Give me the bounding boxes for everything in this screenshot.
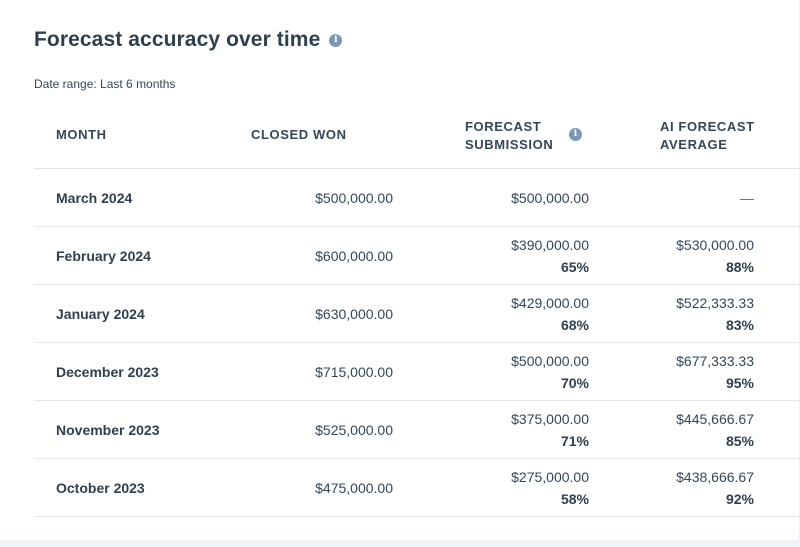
table-row: March 2024 $500,000.00 $500,000.00 — xyxy=(34,169,800,227)
closed-won-cell: $525,000.00 xyxy=(315,421,393,438)
ai-forecast-value: $677,333.33 xyxy=(676,352,754,369)
ai-forecast-cell: $677,333.33 95% xyxy=(676,343,754,400)
table-row: December 2023 $715,000.00 $500,000.00 70… xyxy=(34,343,800,401)
month-cell: March 2024 xyxy=(56,189,133,206)
closed-won-cell: $600,000.00 xyxy=(315,247,393,264)
ai-forecast-empty-value: — xyxy=(740,189,754,206)
closed-won-cell: $715,000.00 xyxy=(315,363,393,380)
closed-won-cell: $475,000.00 xyxy=(315,479,393,496)
month-cell: November 2023 xyxy=(56,421,160,438)
forecast-submission-value: $390,000.00 xyxy=(511,236,589,253)
month-cell: February 2024 xyxy=(56,247,151,264)
forecast-submission-percent: 58% xyxy=(560,490,589,507)
forecast-submission-value: $500,000.00 xyxy=(511,189,589,206)
forecast-submission-percent: 70% xyxy=(560,374,589,391)
forecast-submission-percent: 68% xyxy=(560,316,589,333)
column-header-month[interactable]: MONTH xyxy=(56,127,107,142)
ai-forecast-percent: 83% xyxy=(725,316,754,333)
ai-forecast-value: $530,000.00 xyxy=(676,236,754,253)
forecast-submission-percent: 71% xyxy=(560,432,589,449)
ai-forecast-cell: — xyxy=(740,169,754,226)
card-header: Forecast accuracy over time i xyxy=(34,26,343,54)
ai-forecast-cell: $445,666.67 85% xyxy=(676,401,754,458)
ai-forecast-cell: $438,666.67 92% xyxy=(676,459,754,516)
column-header-ai-forecast-average[interactable]: AI FORECAST AVERAGE xyxy=(660,119,755,152)
ai-forecast-cell: $522,333.33 83% xyxy=(676,285,754,342)
ai-forecast-value: $522,333.33 xyxy=(676,294,754,311)
closed-won-cell: $500,000.00 xyxy=(315,189,393,206)
ai-forecast-percent: 85% xyxy=(725,432,754,449)
date-range-label: Date range: Last 6 months xyxy=(34,77,176,91)
forecast-submission-cell: $500,000.00 70% xyxy=(511,343,589,400)
ai-forecast-value: $438,666.67 xyxy=(676,468,754,485)
ai-forecast-percent: 92% xyxy=(725,490,754,507)
table-row: February 2024 $600,000.00 $390,000.00 65… xyxy=(34,227,800,285)
title-info-icon[interactable]: i xyxy=(329,33,343,47)
forecast-table: MONTH CLOSED WON FORECAST SUBMISSION i A… xyxy=(34,111,800,517)
forecast-submission-value: $429,000.00 xyxy=(511,294,589,311)
forecast-submission-cell: $375,000.00 71% xyxy=(511,401,589,458)
column-header-forecast-submission[interactable]: FORECAST SUBMISSION xyxy=(465,119,554,152)
table-row: October 2023 $475,000.00 $275,000.00 58%… xyxy=(34,459,800,517)
forecast-submission-cell: $275,000.00 58% xyxy=(511,459,589,516)
page-background-strip xyxy=(0,540,800,547)
ai-forecast-value: $445,666.67 xyxy=(676,410,754,427)
ai-forecast-percent: 88% xyxy=(725,258,754,275)
forecast-submission-percent: 65% xyxy=(560,258,589,275)
table-row: November 2023 $525,000.00 $375,000.00 71… xyxy=(34,401,800,459)
table-row: January 2024 $630,000.00 $429,000.00 68%… xyxy=(34,285,800,343)
forecast-submission-value: $375,000.00 xyxy=(511,410,589,427)
ai-forecast-cell: $530,000.00 88% xyxy=(676,227,754,284)
ai-forecast-percent: 95% xyxy=(725,374,754,391)
card-title: Forecast accuracy over time xyxy=(34,28,321,51)
forecast-submission-info-icon[interactable]: i xyxy=(569,128,582,141)
month-cell: December 2023 xyxy=(56,363,159,380)
closed-won-cell: $630,000.00 xyxy=(315,305,393,322)
forecast-submission-value: $500,000.00 xyxy=(511,352,589,369)
month-cell: January 2024 xyxy=(56,305,145,322)
forecast-submission-cell: $390,000.00 65% xyxy=(511,227,589,284)
forecast-submission-value: $275,000.00 xyxy=(511,468,589,485)
forecast-submission-cell: $429,000.00 68% xyxy=(511,285,589,342)
column-header-closed-won[interactable]: CLOSED WON xyxy=(251,127,347,142)
forecast-submission-cell: $500,000.00 xyxy=(511,169,589,226)
month-cell: October 2023 xyxy=(56,479,145,496)
table-header: MONTH CLOSED WON FORECAST SUBMISSION i A… xyxy=(34,111,800,169)
